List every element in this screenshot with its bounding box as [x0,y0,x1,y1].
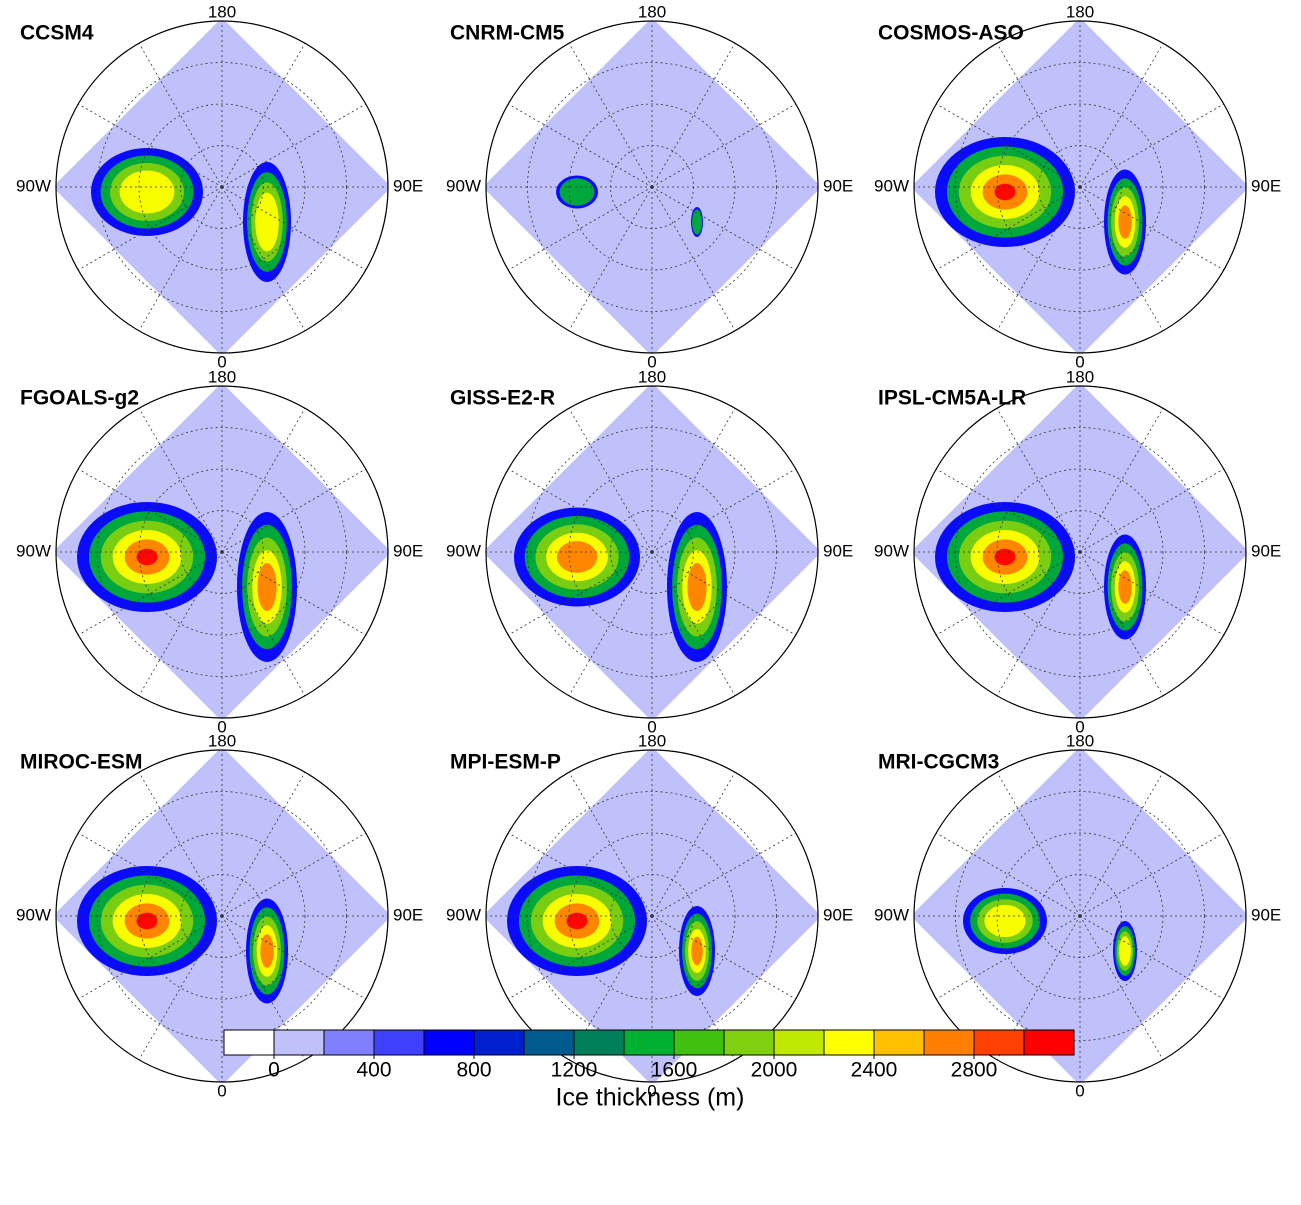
map-panel: IPSL-CM5A-LR180090W90E [874,367,1281,736]
colorbar-tick-label: 2000 [751,1059,798,1082]
ice-region [255,193,279,252]
colorbar-box [224,1030,274,1055]
lon-label: 90E [823,905,853,924]
colorbar-box [874,1030,924,1055]
colorbar-tick-label: 2400 [851,1059,898,1082]
lon-label: 90W [16,176,51,195]
map-area [483,18,822,357]
lon-label: 90W [16,905,51,924]
colorbar-box [724,1030,774,1055]
lon-label: 90W [16,541,51,560]
ice-region [137,549,158,566]
map-area [911,383,1250,722]
panel-title: GISS-E2-R [450,387,555,410]
lon-label: 90W [446,905,481,924]
lon-label: 90E [1251,905,1281,924]
panel-title: MPI-ESM-P [450,751,561,774]
ice-region [1119,936,1131,965]
ice-region [692,210,702,235]
colorbar-box [774,1030,824,1055]
lon-label: 180 [1066,731,1094,750]
lon-label: 180 [208,367,236,386]
lon-label: 180 [1066,367,1094,386]
ice-region [567,913,588,930]
panel-title: MIROC-ESM [20,751,143,774]
lon-label: 180 [1066,2,1094,21]
colorbar-box [1024,1030,1074,1055]
lon-label: 180 [638,2,666,21]
lon-label: 0 [1075,1081,1084,1100]
lon-label: 180 [208,731,236,750]
panel-title: FGOALS-g2 [20,387,139,410]
lon-label: 90E [393,905,423,924]
colorbar-box [424,1030,474,1055]
colorbar-box [274,1030,324,1055]
ice-region [995,184,1016,201]
ice-region [687,563,706,611]
colorbar-box [624,1030,674,1055]
colorbar-box [524,1030,574,1055]
lon-label: 90E [393,541,423,560]
figure: CCSM4 180 0 90W 90E CNRM-CM5 180 0 90W 90E COSMOS-… [0,0,1301,1200]
ice-region [560,178,595,205]
ice-region [691,937,703,966]
colorbar-box [374,1030,424,1055]
colorbar-box [474,1030,524,1055]
lon-label: 180 [638,367,666,386]
colorbar-box [924,1030,974,1055]
lon-label: 90W [446,541,481,560]
ice-region [257,563,276,611]
ice-region [120,170,175,213]
lon-label: 90W [874,541,909,560]
colorbar-tick-label: 400 [356,1059,391,1082]
ice-region [984,905,1025,937]
colorbar-box [824,1030,874,1055]
map-area [53,18,392,357]
colorbar-box [324,1030,374,1055]
panel-title: CCSM4 [20,22,94,45]
lon-label: 90E [1251,176,1281,195]
panel-title: COSMOS-ASO [878,22,1024,45]
map-area [53,383,392,722]
map-area [483,383,822,722]
colorbar-box [974,1030,1024,1055]
lon-label: 180 [208,2,236,21]
lon-label: 90E [823,176,853,195]
ice-region [137,913,158,930]
colorbar-box [674,1030,724,1055]
lon-label: 90W [446,176,481,195]
panel-title: CNRM-CM5 [450,22,565,45]
colorbar-tick-label: 800 [456,1059,491,1082]
ice-region [557,541,597,573]
panel-title: MRI-CGCM3 [878,751,999,774]
panel-title: IPSL-CM5A-LR [878,387,1026,410]
colorbar-tick-label: 1600 [651,1059,698,1082]
lon-label: 90W [874,176,909,195]
lon-label: 90E [823,541,853,560]
colorbar-box [574,1030,624,1055]
lon-label: 90E [1251,541,1281,560]
ice-region [995,549,1016,566]
lon-label: 90E [393,176,423,195]
lon-label: 180 [638,731,666,750]
map-area [911,18,1250,357]
lon-label: 0 [217,1081,226,1100]
colorbar-tick-label: 0 [268,1059,280,1082]
map-panel: CNRM-CM5180090W90E [446,2,853,371]
lon-label: 90W [874,905,909,924]
colorbar-tick-label: 1200 [551,1059,598,1082]
colorbar-tick-label: 2800 [951,1059,998,1082]
colorbar-label: Ice thickness (m) [556,1084,745,1112]
